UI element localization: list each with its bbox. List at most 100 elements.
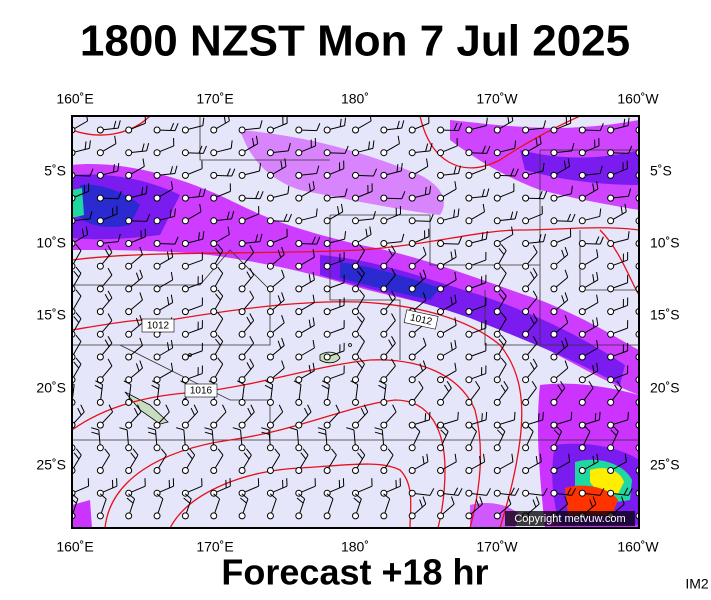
barb-feather	[339, 118, 342, 127]
barb-feather	[174, 236, 179, 245]
station	[550, 194, 558, 202]
barb-feather	[627, 411, 629, 420]
barb-feather	[564, 269, 569, 278]
station	[181, 240, 189, 247]
barb-feather	[543, 191, 548, 199]
station	[96, 285, 104, 293]
station	[210, 330, 218, 338]
station	[607, 126, 615, 134]
barb-feather	[312, 271, 315, 280]
station	[153, 512, 161, 520]
station	[210, 149, 218, 157]
station	[210, 353, 218, 361]
station	[125, 398, 133, 406]
station	[522, 421, 530, 429]
station	[266, 330, 274, 338]
station	[493, 308, 501, 316]
station	[607, 421, 615, 429]
barb-feather	[104, 339, 110, 347]
barb-feather	[481, 232, 484, 241]
barb-feather	[169, 209, 172, 218]
station	[437, 489, 445, 497]
lat-label: 20˚S	[650, 380, 680, 396]
station	[493, 376, 501, 384]
barb-feather	[215, 247, 221, 255]
barb-feather	[514, 168, 519, 177]
barb-feather	[317, 427, 326, 431]
isobar-label: 1012	[147, 321, 170, 332]
barb-feather	[277, 340, 282, 349]
station	[380, 353, 388, 361]
barb-feather	[198, 232, 200, 241]
station	[96, 398, 104, 406]
station	[465, 444, 473, 452]
station	[437, 421, 445, 429]
barb-feather	[396, 164, 399, 173]
station	[125, 512, 133, 520]
station	[323, 194, 331, 202]
barb-feather	[166, 342, 170, 351]
station	[578, 444, 586, 452]
barb-feather	[539, 453, 542, 462]
barb-feather	[130, 452, 137, 460]
lat-label: 5˚S	[650, 163, 672, 179]
barb-feather	[146, 213, 151, 222]
barb-feather	[481, 145, 486, 154]
station	[437, 330, 445, 338]
barb-feather	[656, 412, 657, 420]
barb-feather	[202, 117, 205, 126]
barb-feather	[529, 316, 535, 325]
barb-feather	[340, 203, 344, 212]
station	[408, 353, 416, 361]
station	[181, 217, 189, 225]
barb-feather	[187, 452, 193, 460]
barb-feather	[227, 226, 230, 235]
barb-feather	[217, 334, 224, 342]
barb-feather	[261, 431, 270, 435]
barb-staff	[638, 333, 639, 335]
station	[295, 240, 303, 247]
barb-feather	[259, 163, 262, 172]
station	[522, 171, 530, 179]
barb-feather	[312, 340, 315, 349]
barb-feather	[596, 249, 599, 258]
barb-feather	[643, 267, 648, 273]
station	[465, 467, 473, 474]
station	[465, 194, 473, 202]
station	[550, 444, 558, 452]
barb-feather	[308, 274, 311, 283]
station	[550, 489, 558, 497]
barb-feather	[627, 231, 630, 240]
station	[607, 171, 615, 179]
station	[607, 194, 615, 202]
barb-feather	[166, 296, 170, 305]
station	[493, 285, 501, 293]
station	[210, 376, 218, 384]
station	[380, 194, 388, 202]
barb-feather	[479, 455, 482, 465]
station	[295, 330, 303, 338]
station	[380, 398, 388, 406]
barb-staff	[638, 152, 639, 153]
station	[352, 217, 359, 225]
station	[408, 376, 416, 384]
barb-feather	[387, 448, 394, 456]
barb-feather	[312, 362, 315, 371]
station	[607, 467, 615, 474]
lon-label: 170˚W	[476, 91, 518, 107]
barb-feather	[357, 452, 363, 460]
barb-feather	[543, 488, 548, 496]
barb-feather	[344, 117, 347, 126]
barb-feather	[616, 380, 622, 389]
barb-feather	[252, 137, 255, 147]
barb-feather	[331, 448, 337, 456]
station	[607, 240, 615, 247]
station	[493, 126, 501, 134]
barb-feather	[202, 231, 205, 240]
station	[380, 421, 388, 429]
barb-feather	[249, 358, 255, 367]
lat-label: 10˚S	[650, 235, 680, 251]
barb-feather	[527, 425, 534, 432]
